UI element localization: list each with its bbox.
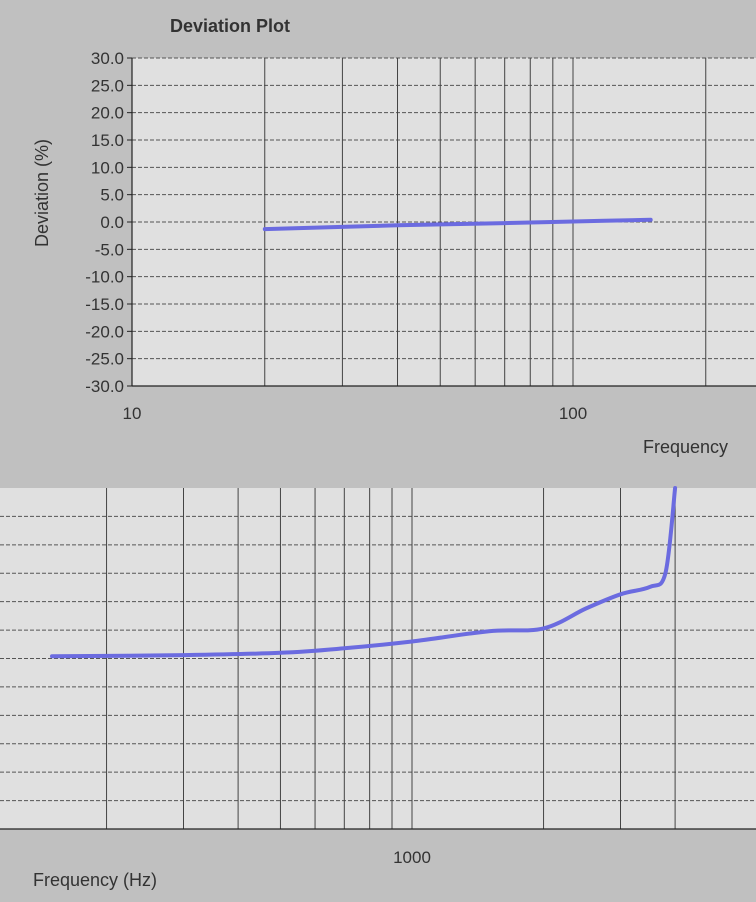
deviation-series-line-top (262, 217, 653, 232)
y-tick-label: -5.0 (95, 240, 124, 259)
chart-title: Deviation Plot (170, 16, 290, 36)
x-tick-label-top: 100 (559, 404, 587, 423)
grid-bottom (0, 488, 756, 829)
y-tick-label: 5.0 (100, 186, 124, 205)
x-tick-label-bottom: 1000 (393, 848, 431, 867)
labels-layer: 30.0 25.0 20.0 15.0 10.0 5.0 0.0 -5.0 -10.0 -15.0… (85, 49, 587, 867)
y-tick-label: -15.0 (85, 295, 124, 314)
deviation-series-line-bottom (50, 486, 678, 659)
x-axis-label-bottom: Frequency (Hz) (33, 870, 157, 890)
y-tick-label: -25.0 (85, 350, 124, 369)
y-tick-label: 10.0 (91, 158, 124, 177)
y-tick-label: 15.0 (91, 131, 124, 150)
y-tick-label: -30.0 (85, 377, 124, 396)
y-tick-label: 0.0 (100, 213, 124, 232)
axes (0, 57, 756, 830)
y-tick-label: 25.0 (91, 76, 124, 95)
x-axis-label-top: Frequency (643, 437, 728, 457)
y-tick-label: -10.0 (85, 268, 124, 287)
series-layer (50, 217, 678, 659)
y-tick-label: -20.0 (85, 322, 124, 341)
y-tick-label: 20.0 (91, 104, 124, 123)
y-tick-label: 30.0 (91, 49, 124, 68)
y-axis-label: Deviation (%) (32, 139, 52, 247)
x-tick-label-top: 10 (123, 404, 142, 423)
